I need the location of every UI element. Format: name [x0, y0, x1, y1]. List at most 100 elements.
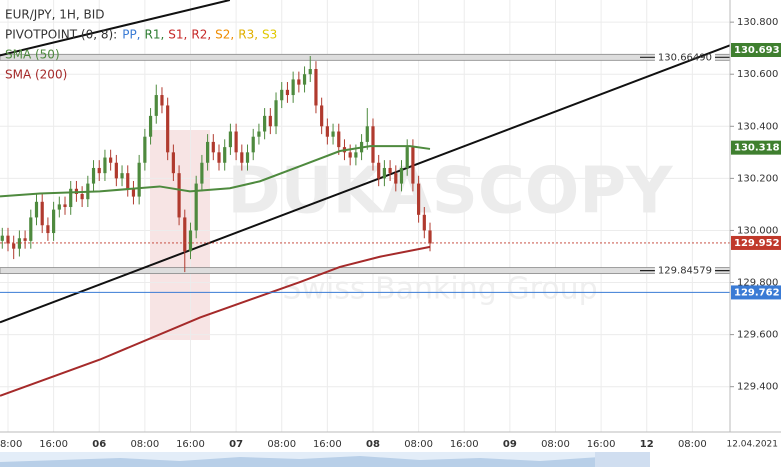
candle-body	[137, 162, 141, 197]
pivot-item: R1,	[145, 28, 165, 42]
candle-body	[411, 147, 415, 184]
candle-body	[200, 162, 204, 184]
level-band	[0, 267, 731, 275]
candle-body	[23, 238, 27, 241]
candle-body	[143, 136, 147, 163]
candle-body	[40, 201, 44, 226]
candle-body	[177, 173, 181, 218]
sma-line	[0, 145, 431, 198]
candle-body	[371, 126, 375, 163]
candle-body	[57, 204, 61, 210]
trendline	[0, 0, 231, 57]
y-tick-label: 130.800	[737, 17, 778, 28]
pivot-item: PP,	[122, 28, 140, 42]
candle-body	[160, 95, 164, 106]
candle-body	[320, 105, 324, 127]
trendline	[0, 44, 731, 324]
pivot-item: S3	[262, 28, 277, 42]
price-mark-label: 130.693	[734, 45, 780, 56]
level-label: 129.84579	[658, 266, 712, 277]
candle-body	[131, 188, 136, 197]
candle-body	[331, 131, 335, 137]
pivot-item: R3,	[238, 28, 258, 42]
x-tick-label: 08:00	[678, 439, 707, 450]
x-tick-label: 08:00	[267, 439, 296, 450]
level-label-bg	[654, 265, 715, 277]
candle-body	[245, 152, 250, 163]
pivot-item: R2,	[191, 28, 211, 42]
x-tick-label: 12	[640, 439, 654, 450]
candle-body	[103, 157, 107, 174]
y-tick-label: 130.600	[737, 69, 778, 80]
price-mark-label: 129.762	[734, 287, 780, 298]
price-mark	[731, 285, 781, 300]
x-tick-label: 16:00	[39, 439, 68, 450]
candle-body	[285, 89, 290, 96]
watermark: DUKASCOPY	[228, 155, 674, 229]
x-tick-label: 16:00	[176, 439, 205, 450]
candle-body	[377, 162, 381, 179]
candle-body	[69, 188, 73, 208]
x-tick-label: 08:00	[541, 439, 570, 450]
candle-body	[194, 183, 198, 231]
y-tick-label: 130.000	[737, 225, 778, 236]
candle-body	[80, 193, 84, 200]
candle-body	[240, 152, 244, 163]
candle-body	[263, 115, 267, 132]
candle-body	[166, 105, 170, 153]
candle-body	[29, 217, 33, 241]
candle-body	[394, 173, 398, 184]
pivot-item: S1,	[168, 28, 187, 42]
candle-body	[228, 131, 233, 148]
price-mark	[731, 140, 781, 155]
watermark-sub: Swiss Banking Group	[282, 272, 597, 307]
candle-body	[268, 115, 272, 127]
candle-body	[302, 74, 307, 85]
candle-body	[223, 147, 227, 163]
x-tick-label: 08:00	[0, 439, 22, 450]
candle-body	[297, 79, 301, 85]
y-tick-label: 129.600	[737, 330, 778, 341]
price-mark-label: 129.952	[734, 238, 780, 249]
candle-body	[308, 69, 312, 75]
x-tick-label: 07	[229, 439, 243, 450]
candle-body	[52, 209, 56, 234]
candle-body	[63, 204, 67, 208]
navigator-window	[595, 452, 650, 467]
candle-body	[171, 152, 175, 174]
candle-body	[251, 136, 255, 153]
y-tick-label: 129.800	[737, 278, 778, 289]
sma-line	[0, 245, 431, 397]
candle-body	[126, 173, 130, 189]
candle-body	[109, 157, 113, 163]
candle-body	[114, 162, 118, 179]
candle-body	[382, 167, 386, 179]
legend-entry: SMA (50)	[5, 48, 60, 62]
candle-body	[17, 238, 21, 249]
candle-body	[337, 131, 341, 148]
pivot-item: S2,	[215, 28, 234, 42]
x-tick-label: 09	[503, 439, 517, 450]
chart-title: EUR/JPY, 1H, BID	[5, 8, 105, 22]
candle-body	[405, 147, 409, 168]
candle-body	[6, 235, 10, 244]
candle-body	[148, 115, 153, 137]
price-mark	[731, 235, 781, 250]
candle-body	[274, 100, 278, 127]
watermark-logo	[150, 130, 210, 340]
candle-body	[280, 89, 284, 101]
legend-entry: SMA (200)	[5, 68, 67, 82]
candle-body	[120, 173, 124, 179]
candle-body	[46, 225, 50, 234]
y-tick-label: 129.400	[737, 382, 778, 393]
candle-body	[154, 95, 158, 116]
candle-body	[211, 141, 215, 153]
level-band	[0, 53, 731, 61]
price-mark-label: 130.318	[734, 143, 780, 154]
candle-body	[0, 235, 4, 241]
x-tick-label: 16:00	[450, 439, 479, 450]
y-tick-label: 130.400	[737, 121, 778, 132]
candle-body	[417, 183, 421, 215]
candle-body	[12, 243, 16, 249]
